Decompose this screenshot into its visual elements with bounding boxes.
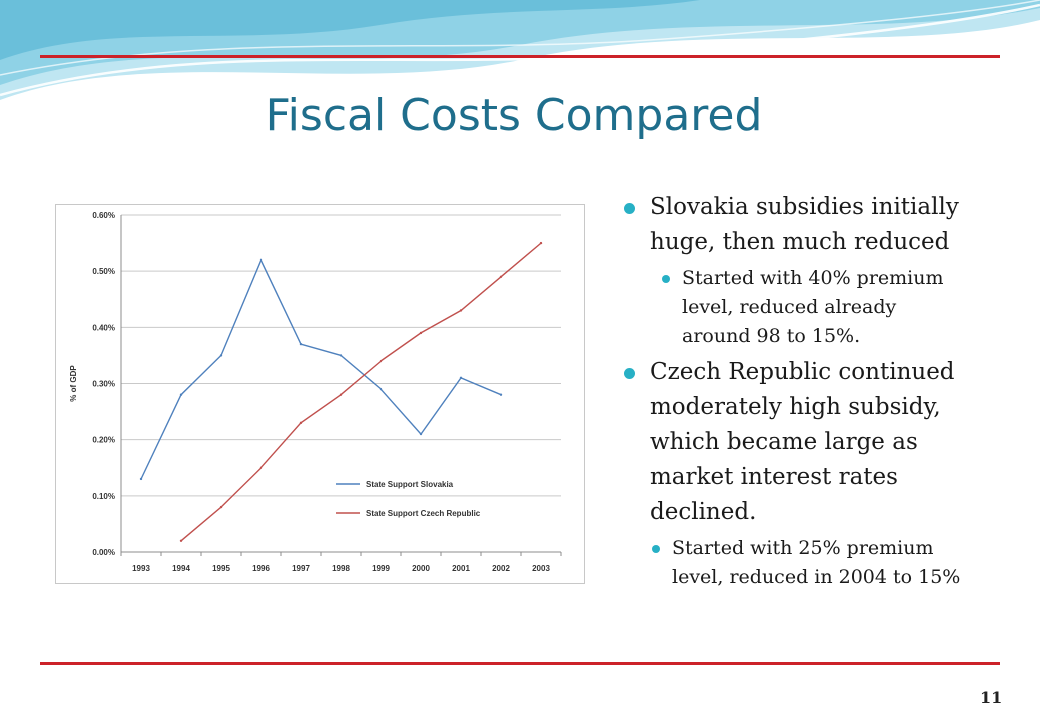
- bullet-dot-icon: [662, 275, 670, 283]
- sub-bullet-text: Started with 40% premium level, reduced …: [682, 267, 944, 347]
- data-point: [499, 275, 503, 278]
- data-point: [419, 331, 423, 335]
- line-chart: 0.00% 0.10% 0.20% 0.30% 0.40% 0.50% 0.60% 1993 1…: [55, 204, 585, 584]
- x-tick-label: 1996: [252, 564, 270, 573]
- sub-bullet-czech: Started with 25% premium level, reduced …: [650, 534, 987, 592]
- y-tick-label: 0.60%: [92, 211, 115, 220]
- slide-title: Fiscal Costs Compared: [265, 90, 763, 141]
- data-point: [539, 241, 543, 245]
- data-point: [459, 376, 463, 380]
- decorative-wave-header: [0, 0, 1040, 100]
- bullet-list: Slovakia subsidies initially huge, then …: [622, 190, 987, 596]
- legend-label: State Support Czech Republic: [366, 509, 481, 518]
- chart-svg: 0.00% 0.10% 0.20% 0.30% 0.40% 0.50% 0.60% 1993 1…: [69, 211, 562, 573]
- data-point: [499, 393, 503, 396]
- bullet-czech: Czech Republic continued moderately high…: [622, 355, 987, 530]
- data-point: [259, 466, 263, 469]
- sub-bullet-slovakia: Started with 40% premium level, reduced …: [660, 264, 957, 351]
- bullet-dot-icon: [652, 545, 660, 553]
- x-tick-label: 1993: [132, 564, 150, 573]
- x-tick-label: 2002: [492, 564, 510, 573]
- x-tick-label: 1997: [292, 564, 310, 573]
- data-point: [379, 359, 383, 363]
- data-point: [459, 309, 463, 312]
- bullet-dot-icon: [624, 368, 635, 379]
- x-tick-label: 2003: [532, 564, 550, 573]
- data-point: [299, 421, 303, 425]
- data-point: [139, 477, 143, 481]
- y-tick-label: 0.40%: [92, 323, 115, 332]
- series-line-czech: [180, 242, 542, 542]
- y-axis-label: % of GDP: [69, 365, 78, 402]
- y-tick-label: 0.10%: [92, 492, 115, 501]
- bullet-text: Czech Republic continued moderately high…: [650, 359, 955, 525]
- data-point: [179, 393, 183, 396]
- y-tick-label: 0.20%: [92, 436, 115, 445]
- x-tick-label: 2000: [412, 564, 430, 573]
- data-point: [339, 393, 343, 396]
- page-number: 11: [980, 688, 1003, 707]
- sub-bullet-text: Started with 25% premium level, reduced …: [672, 537, 961, 588]
- x-tick-label: 1994: [172, 564, 190, 573]
- y-tick-label: 0.00%: [92, 548, 115, 557]
- data-point: [299, 342, 303, 346]
- bullet-dot-icon: [624, 203, 635, 214]
- data-point: [179, 539, 183, 542]
- x-tick-label: 2001: [452, 564, 470, 573]
- data-point: [219, 354, 223, 357]
- data-point: [259, 258, 263, 262]
- y-tick-label: 0.50%: [92, 267, 115, 276]
- bullet-text: Slovakia subsidies initially huge, then …: [650, 194, 959, 255]
- data-point: [379, 387, 383, 391]
- bottom-divider: [40, 662, 1000, 665]
- legend-label: State Support Slovakia: [366, 480, 454, 489]
- top-divider: [40, 55, 1000, 58]
- data-point: [339, 354, 343, 357]
- data-point: [419, 432, 423, 436]
- x-tick-label: 1999: [372, 564, 390, 573]
- x-tick-label: 1998: [332, 564, 350, 573]
- y-tick-label: 0.30%: [92, 380, 115, 389]
- x-tick-label: 1995: [212, 564, 230, 573]
- data-point: [219, 505, 223, 509]
- bullet-slovakia: Slovakia subsidies initially huge, then …: [622, 190, 987, 260]
- series-line-slovakia: [140, 258, 502, 480]
